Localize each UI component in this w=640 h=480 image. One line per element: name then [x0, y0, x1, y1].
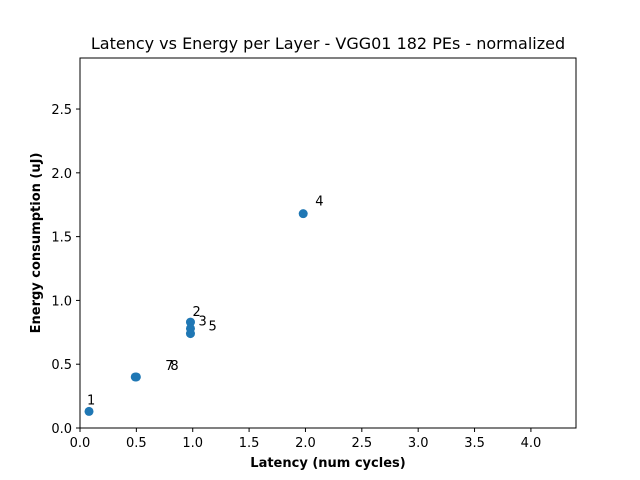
- point-label-5: 5: [208, 320, 216, 335]
- point-label-8: 8: [170, 359, 178, 374]
- y-tick-label: 1.0: [51, 294, 72, 309]
- x-tick-label: 3.0: [408, 436, 429, 451]
- data-point-2: [185, 317, 195, 327]
- point-label-7: 7: [165, 359, 173, 374]
- data-point-8: [131, 372, 141, 382]
- y-tick-label: 2.5: [51, 103, 72, 118]
- x-tick-label: 4.0: [521, 436, 542, 451]
- point-label-2: 2: [192, 305, 200, 320]
- x-tick-label: 0.0: [70, 436, 91, 451]
- x-tick-label: 1.0: [182, 436, 203, 451]
- point-label-4: 4: [315, 195, 323, 210]
- y-tick-label: 0.0: [51, 422, 72, 437]
- y-tick-label: 0.5: [51, 358, 72, 373]
- x-axis: 0.0 0.5 1.0 1.5 2.0 2.5 3.0 3.5 4.0: [70, 428, 542, 451]
- y-axis-label: Energy consumption (uJ): [29, 153, 44, 334]
- x-tick-label: 3.5: [464, 436, 485, 451]
- plot-frame: [79, 57, 577, 429]
- x-tick-label: 0.5: [126, 436, 147, 451]
- y-axis: 0.0 0.5 1.0 1.5 2.0 2.5: [51, 103, 80, 437]
- data-point-4: [298, 209, 308, 219]
- x-tick-label: 2.0: [295, 436, 316, 451]
- x-tick-label: 1.5: [239, 436, 260, 451]
- data-point-5: [185, 329, 195, 339]
- point-label-3: 3: [198, 314, 206, 329]
- x-axis-label: Latency (num cycles): [250, 456, 405, 471]
- y-tick-label: 2.0: [51, 167, 72, 182]
- y-tick-label: 1.5: [51, 231, 72, 246]
- point-label-1: 1: [87, 393, 95, 408]
- chart-title: Latency vs Energy per Layer - VGG01 182 …: [91, 34, 565, 53]
- data-point-1: [84, 406, 94, 416]
- x-tick-label: 2.5: [351, 436, 372, 451]
